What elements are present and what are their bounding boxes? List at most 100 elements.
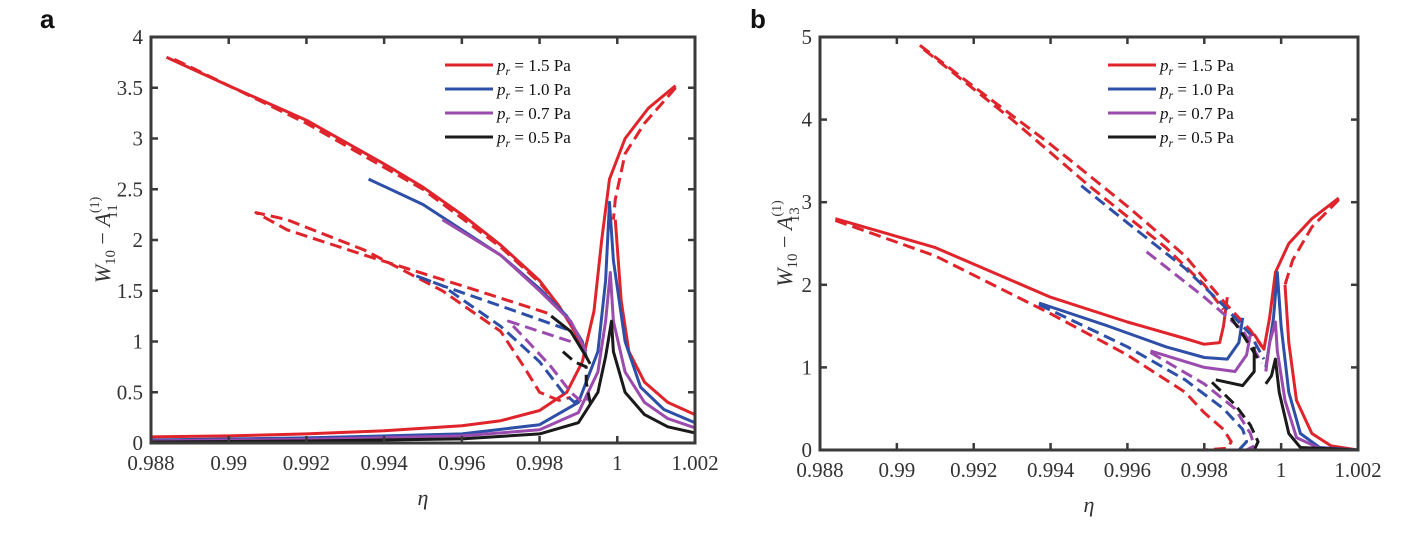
legend-symbol-sub: r: [506, 64, 511, 78]
series-line-pr-07-solid: [441, 218, 588, 353]
x-axis-label: η: [1084, 492, 1095, 517]
y-label-a-sub: 11: [105, 204, 121, 218]
legend-value: = 0.5 Pa: [510, 128, 571, 147]
series-line-pr-10-dashed: [1038, 303, 1249, 450]
axes-frame: [818, 35, 1360, 452]
series-line-pr-05-dashed: [1210, 381, 1260, 450]
panel-label: b: [750, 4, 766, 34]
legend-entry: pr = 1.0 Pa: [1159, 80, 1234, 102]
legend-value: = 1.5 Pa: [510, 56, 571, 75]
x-tick-label: 0.99: [210, 451, 247, 475]
y-tick-label: 1.5: [117, 279, 143, 303]
y-label-w: W: [90, 263, 115, 283]
y-label-a: A: [90, 213, 115, 229]
x-tick-label: 0.992: [283, 451, 330, 475]
legend-entry: pr = 0.7 Pa: [1159, 104, 1234, 126]
legend-entry: pr = 1.5 Pa: [1159, 56, 1234, 78]
series-line-pr-07-dashed: [1145, 250, 1264, 365]
y-tick-label: 0.5: [117, 380, 143, 404]
x-tick-label: 0.994: [1027, 458, 1075, 482]
legend-symbol-sub: r: [506, 112, 511, 126]
legend-entry: pr = 1.5 Pa: [496, 56, 571, 78]
y-tick-label: 1: [133, 330, 144, 354]
y-label-op: −: [772, 230, 797, 253]
legend-symbol-sub: r: [506, 88, 511, 102]
legend-entry: pr = 0.5 Pa: [496, 128, 571, 150]
y-axis-label: W10 − A(1) 13: [770, 200, 803, 287]
series-line-pr-10-dashed: [1080, 184, 1266, 360]
x-tick-label: 0.996: [438, 451, 485, 475]
legend-symbol-sub: r: [506, 136, 511, 150]
series-line-pr-07-solid: [151, 271, 695, 443]
legend-symbol-sub: r: [1169, 112, 1174, 126]
x-tick-label: 1.002: [671, 451, 718, 475]
y-tick-label: 4: [133, 25, 144, 49]
x-tick-label: 0.988: [127, 451, 174, 475]
series-line-pr-15-dashed: [254, 211, 572, 402]
chart-a: 0.988 0.99 0.992 0.994 0.996 0.998 1 1.002 0 0.5 1…: [40, 4, 719, 510]
panel-label: a: [40, 4, 55, 34]
y-tick-label: 1: [802, 355, 813, 379]
y-tick-label: 3.5: [117, 76, 143, 100]
y-label-a-sup: (1): [88, 196, 103, 213]
panel-b: 0.988 0.99 0.992 0.994 0.996 0.998 1 1.002 0 1 2 3 4…: [720, 0, 1428, 534]
x-tick-label: 0.998: [1181, 458, 1228, 482]
y-label-w-sub: 10: [103, 250, 119, 265]
series-line-pr-15-solid: [1283, 284, 1358, 450]
y-tick-label: 0: [802, 438, 813, 462]
y-label-a: A: [772, 216, 797, 232]
legend-symbol: p: [1159, 80, 1169, 99]
series-line-pr-15-solid: [834, 217, 1229, 346]
series-line-pr-15-solid: [151, 84, 677, 439]
legend-symbol-sub: r: [1169, 64, 1174, 78]
series-line-pr-15-dashed: [611, 86, 677, 220]
series-line-pr-15-solid: [1252, 196, 1340, 351]
series-line-pr-05-solid: [1264, 357, 1358, 450]
series-line-pr-05-solid: [550, 314, 592, 365]
series-line-pr-07-dashed: [507, 319, 591, 404]
legend-symbol: p: [1159, 128, 1169, 147]
x-tick-label: 0.992: [950, 458, 997, 482]
y-tick-label: 3: [133, 127, 144, 151]
legend-symbol: p: [496, 104, 506, 123]
x-axis-label: η: [418, 485, 429, 510]
y-tick-label: 3: [802, 190, 813, 214]
y-label-w: W: [772, 267, 797, 287]
series-line-pr-05-solid: [1215, 346, 1256, 388]
legend-symbol: p: [1159, 104, 1169, 123]
x-tick-label: 1: [1276, 458, 1287, 482]
series-line-pr-15-dashed: [834, 218, 1233, 450]
legend-symbol: p: [496, 56, 506, 75]
series-group: [820, 44, 1358, 450]
chart-b: 0.988 0.99 0.992 0.994 0.996 0.998 1 1.002 0 1 2 3 4…: [750, 4, 1382, 517]
legend-entry: pr = 0.7 Pa: [496, 104, 571, 126]
legend-entry: pr = 1.0 Pa: [496, 80, 571, 102]
legend-entry: pr = 0.5 Pa: [1159, 128, 1234, 150]
y-tick-label: 0: [133, 431, 144, 455]
legend-symbol-sub: r: [1169, 136, 1174, 150]
x-tick-label: 1.002: [1334, 458, 1381, 482]
series-line-pr-05-solid: [151, 319, 695, 443]
y-label-a-sup: (1): [770, 200, 785, 217]
y-tick-label: 4: [802, 108, 813, 132]
x-tick-label: 1: [612, 451, 623, 475]
y-axis-label: W10 − A(1) 11: [88, 196, 121, 283]
legend-value: = 1.0 Pa: [1173, 80, 1234, 99]
legend-symbol-sub: r: [1169, 88, 1174, 102]
legend-symbol: p: [1159, 56, 1169, 75]
series-line-pr-15-dashed: [1283, 198, 1340, 286]
x-tick-label: 0.998: [516, 451, 563, 475]
legend-symbol: p: [496, 80, 506, 99]
series-line-pr-10-solid: [151, 200, 695, 442]
series-line-pr-15-solid: [613, 219, 695, 416]
legend-symbol: p: [496, 128, 506, 147]
series-line-pr-10-dashed: [413, 274, 584, 404]
y-label-a-sub: 13: [787, 207, 803, 222]
x-tick-label: 0.994: [361, 451, 409, 475]
series-line-pr-07-solid: [1264, 320, 1358, 450]
y-tick-label: 5: [802, 25, 813, 49]
series-group: [151, 55, 695, 443]
y-tick-label: 2.5: [117, 177, 143, 201]
legend-value: = 1.0 Pa: [510, 80, 571, 99]
series-line-pr-10-solid: [1038, 301, 1245, 361]
